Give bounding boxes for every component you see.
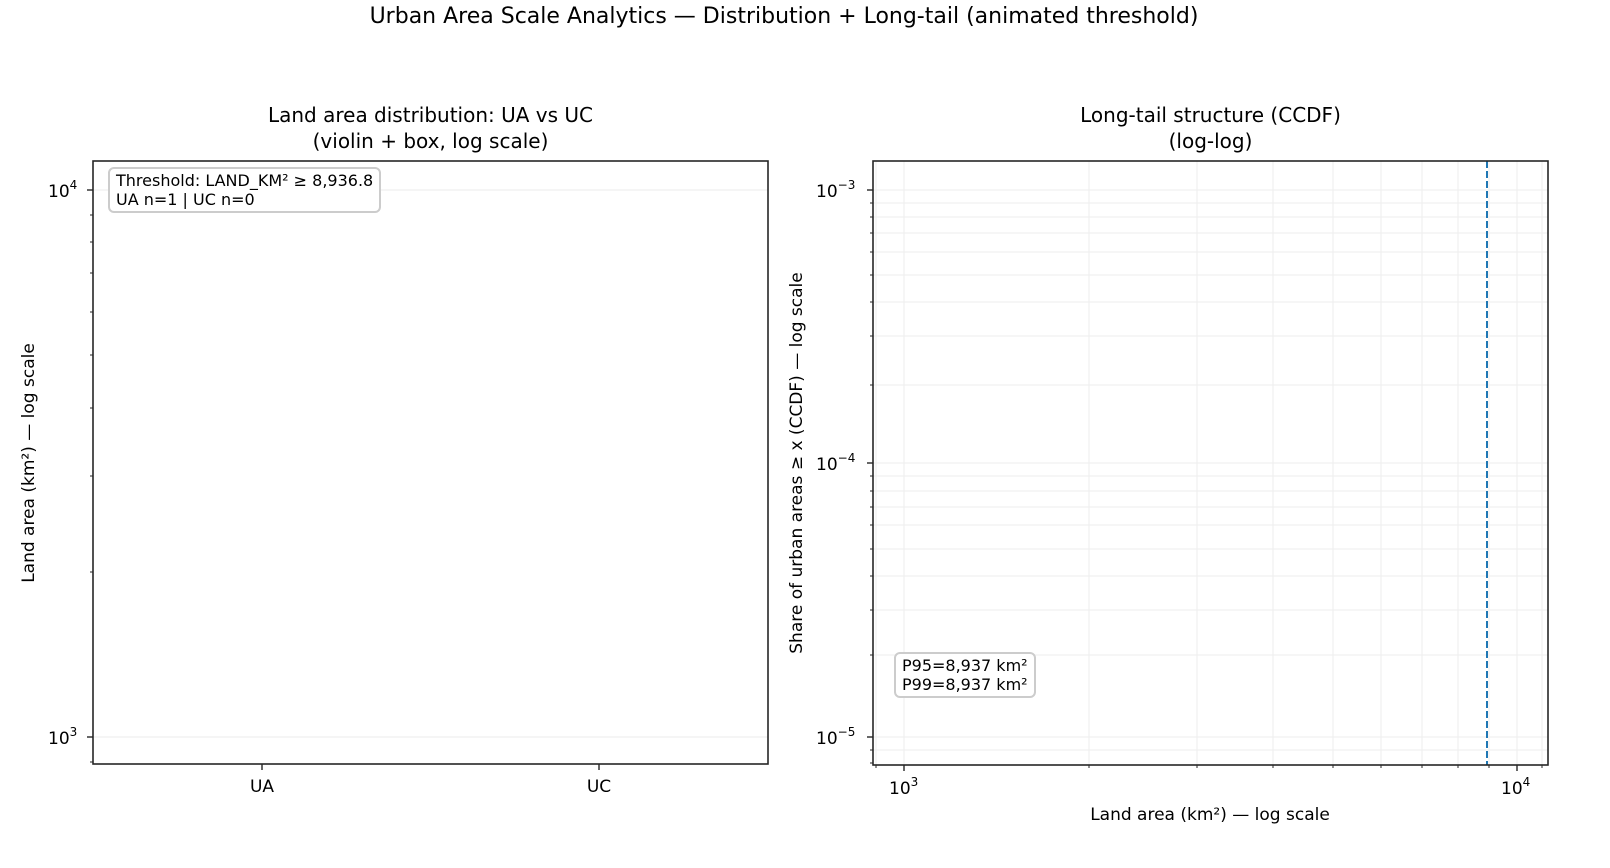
- right-title-line1: Long-tail structure (CCDF): [1080, 103, 1341, 127]
- x-tick-1e3: 103: [889, 775, 918, 799]
- left-plot-frame: [92, 160, 769, 765]
- p99-text: P99=8,937 km²: [902, 675, 1028, 694]
- x-tick-1e4: 104: [1501, 775, 1530, 799]
- x-tick-uc: UC: [587, 777, 611, 797]
- left-title-line1: Land area distribution: UA vs UC: [267, 103, 594, 127]
- y-tick-1e-5: 10−5: [816, 725, 855, 749]
- left-axes: UA UC 104 103 Land area (km²) — log scal…: [19, 160, 769, 797]
- y-tick-1e4: 104: [48, 178, 77, 202]
- right-x-axis-label: Land area (km²) — log scale: [1090, 805, 1330, 825]
- x-tick-ua: UA: [250, 777, 274, 797]
- right-title-line2: (log-log): [1168, 129, 1253, 153]
- threshold-text: Threshold: LAND_KM² ≥ 8,936.8: [116, 171, 374, 190]
- p95-text: P95=8,937 km²: [902, 656, 1028, 675]
- right-y-axis-label: Share of urban areas ≥ x (CCDF) — log sc…: [787, 272, 807, 654]
- left-title-line2: (violin + box, log scale): [312, 129, 549, 153]
- right-axes: 103 104 10−3 10−4 10−5 Land area (km²) —…: [787, 160, 1549, 825]
- right-panel-title: Long-tail structure (CCDF) (log-log): [873, 102, 1548, 154]
- figure-suptitle: Urban Area Scale Analytics — Distributio…: [369, 4, 1199, 29]
- right-percentile-annotation: P95=8,937 km² P99=8,937 km²: [894, 652, 1036, 698]
- left-panel-title: Land area distribution: UA vs UC (violin…: [93, 102, 768, 154]
- left-threshold-annotation: Threshold: LAND_KM² ≥ 8,936.8 UA n=1 | U…: [108, 167, 382, 213]
- counts-text: UA n=1 | UC n=0: [116, 190, 255, 209]
- y-tick-1e-3: 10−3: [816, 178, 855, 202]
- y-tick-1e-4: 10−4: [816, 451, 855, 475]
- right-y-grid: [873, 189, 1548, 751]
- y-tick-1e3: 103: [48, 725, 77, 749]
- left-y-axis-label: Land area (km²) — log scale: [19, 343, 39, 583]
